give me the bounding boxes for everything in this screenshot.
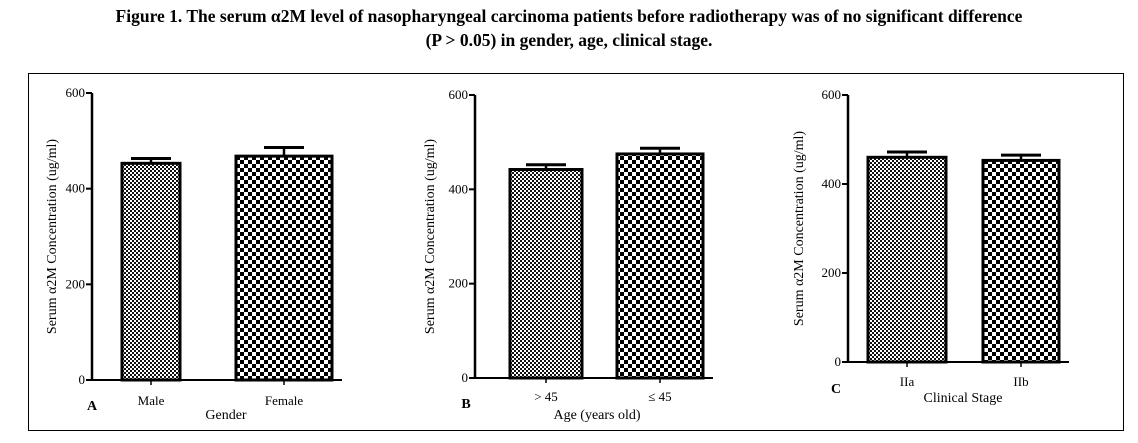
figure-frame [28,73,1124,431]
figure-title-line-1: Figure 1. The serum α2M level of nasopha… [115,6,1023,26]
y-tick-label: 0 [462,370,469,385]
x-tick-label: > 45 [534,389,558,404]
chart-panel-b: 0 200 400 600 > 45 ≤ 45 Age (years old) Serum α… [423,87,713,423]
figure-title: Figure 1. The serum α2M level of nasopha… [0,4,1138,52]
y-tick-label: 600 [822,87,842,102]
x-axis-label: Age (years old) [553,408,640,423]
bar [508,168,584,380]
y-tick-label: 400 [66,181,86,196]
x-tick-label: ≤ 45 [648,389,671,404]
y-axis-label: Serum α2M Concentration (ug/ml) [423,139,438,334]
x-tick-label: IIa [900,374,915,389]
y-axis-label: Serum α2M Concentration (ug/ml) [45,139,60,334]
x-axis-label: Clinical Stage [924,391,1003,406]
x-axis-label: Gender [205,408,247,423]
figure-title-line-2: (P > 0.05) in gender, age, clinical stag… [425,30,713,50]
chart-panel-c: 0 200 400 600 IIa IIb Clinical Stage Serum α2M … [792,87,1069,406]
y-tick-label: 200 [822,265,842,280]
x-tick-label: IIb [1013,374,1028,389]
bar [981,158,1061,364]
y-tick-label: 400 [822,176,842,191]
y-tick-label: 600 [449,87,469,102]
bar [120,161,182,382]
bar [866,155,948,364]
x-tick-label: Female [265,393,303,408]
panel-letter: A [87,399,98,414]
chart-panel-a: 0 200 400 600 Male Female Gender Serum α2M Conc… [45,85,342,423]
panel-letter: B [461,397,470,412]
y-tick-label: 0 [79,372,86,387]
bar [615,152,705,380]
y-tick-label: 600 [66,85,86,100]
y-axis-label: Serum α2M Concentration (ug/ml) [792,131,807,326]
x-tick-label: Male [138,393,165,408]
panel-letter: C [831,382,841,397]
y-tick-label: 0 [835,354,842,369]
y-tick-label: 200 [449,276,469,291]
bar [234,154,334,382]
y-tick-label: 200 [66,276,86,291]
y-tick-label: 400 [449,181,469,196]
